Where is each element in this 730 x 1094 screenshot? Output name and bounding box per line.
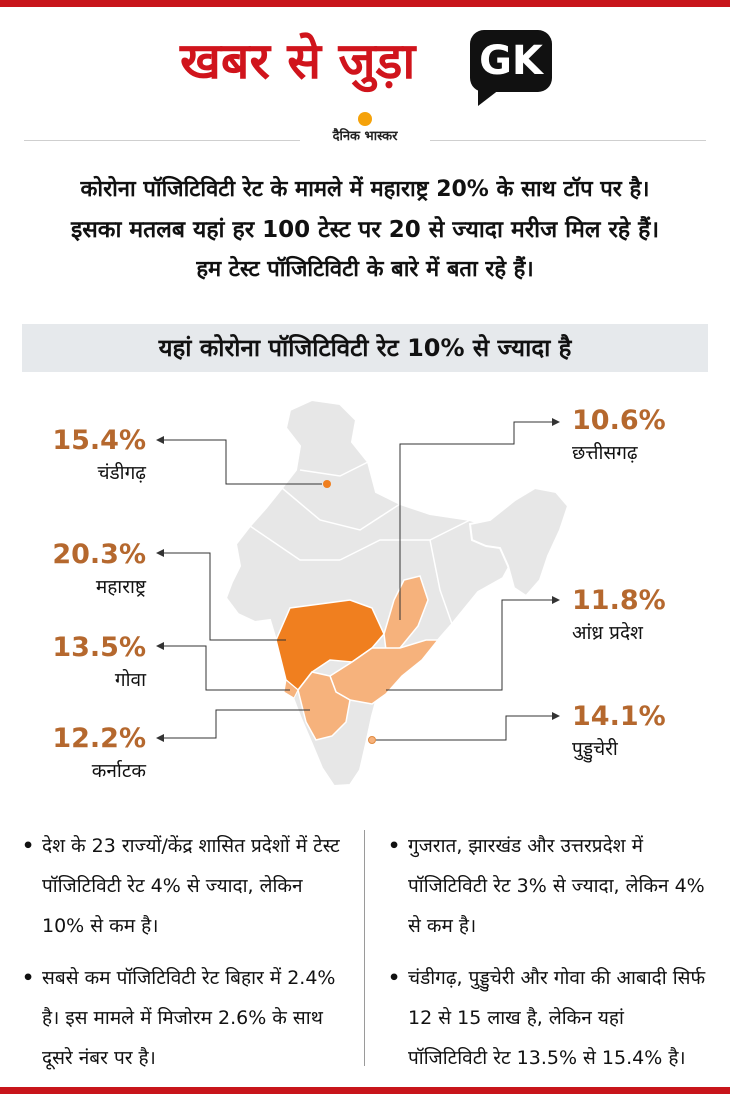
note-item: • चंडीगढ़, पुड्डुचेरी और गोवा की आबादी सि… <box>388 958 708 1078</box>
callout-label: पुड्डुचेरी <box>572 738 618 760</box>
callout-label: गोवा <box>114 669 146 691</box>
arrow-icon <box>552 596 560 604</box>
intro-text: कोरोना पॉजिटिविटी रेट के मामले में महारा… <box>20 170 710 290</box>
gk-badge: GK <box>470 30 552 92</box>
intro-line-3: हम टेस्ट पॉजिटिविटी के बारे में बता रहे … <box>196 257 534 282</box>
note-item: • गुजरात, झारखंड और उत्तरप्रदेश में पॉजिट… <box>388 826 708 946</box>
puducherry-marker <box>368 736 376 744</box>
goa-region <box>283 679 299 699</box>
header-title: खबर से जुड़ा <box>180 32 416 90</box>
callout-value: 14.1% <box>572 701 666 732</box>
callout-label: छत्तीसगढ़ <box>572 442 638 464</box>
logo-rule-left <box>24 140 300 141</box>
callout-value: 15.4% <box>52 425 146 456</box>
top-accent-bar <box>0 0 730 7</box>
intro-line-2: इसका मतलब यहां हर 100 टेस्ट पर 20 से ज्य… <box>70 217 660 243</box>
arrow-icon <box>156 734 164 742</box>
sun-logo-icon <box>358 112 372 126</box>
notes-left-column: • देश के 23 राज्यों/केंद्र शासित प्रदेशों… <box>22 826 342 1090</box>
callout-value: 13.5% <box>52 632 146 663</box>
bullet-icon: • <box>388 835 401 857</box>
note-text: सबसे कम पॉजिटिविटी रेट बिहार में 2.4% है… <box>42 967 336 1069</box>
callout-value: 12.2% <box>52 723 146 754</box>
leader-lines <box>160 421 556 741</box>
note-text: गुजरात, झारखंड और उत्तरप्रदेश में पॉजिटि… <box>408 835 705 937</box>
callout-chandigarh: 15.4% चंडीगढ़ <box>14 424 146 488</box>
callout-puducherry: 14.1% पुड्डुचेरी <box>572 700 712 764</box>
chandigarh-marker <box>323 480 331 488</box>
callout-andhra-pradesh: 11.8% आंध्र प्रदेश <box>572 584 712 648</box>
column-divider <box>364 830 365 1066</box>
callout-karnataka: 12.2% कर्नाटक <box>14 722 146 786</box>
callout-label: चंडीगढ़ <box>97 462 146 484</box>
callout-label: आंध्र प्रदेश <box>572 622 643 644</box>
bullet-icon: • <box>22 835 35 857</box>
bottom-accent-bar <box>0 1087 730 1094</box>
callout-label: कर्नाटक <box>91 760 146 782</box>
note-item: • देश के 23 राज्यों/केंद्र शासित प्रदेशों… <box>22 826 342 946</box>
callout-maharashtra: 20.3% महाराष्ट्र <box>14 538 146 602</box>
callout-value: 10.6% <box>572 405 666 436</box>
arrow-icon <box>552 712 560 720</box>
bullet-icon: • <box>22 967 35 989</box>
brand-logo: दैनिक भास्कर <box>332 129 398 144</box>
logo-rule-right <box>430 140 706 141</box>
callout-value: 11.8% <box>572 585 666 616</box>
arrow-icon <box>552 418 560 426</box>
callout-value: 20.3% <box>52 539 146 570</box>
callout-chhattisgarh: 10.6% छत्तीसगढ़ <box>572 404 712 468</box>
speech-bubble-tail-icon <box>478 86 504 106</box>
note-item: • सबसे कम पॉजिटिविटी रेट बिहार में 2.4% ह… <box>22 958 342 1078</box>
note-text: चंडीगढ़, पुड्डुचेरी और गोवा की आबादी सिर… <box>408 967 706 1069</box>
arrow-icon <box>156 642 164 650</box>
arrow-icon <box>156 436 164 444</box>
note-text: देश के 23 राज्यों/केंद्र शासित प्रदेशों … <box>42 835 340 937</box>
india-map <box>156 398 570 788</box>
intro-line-1: कोरोना पॉजिटिविटी रेट के मामले में महारा… <box>80 177 650 202</box>
arrow-icon <box>156 549 164 557</box>
notes-right-column: • गुजरात, झारखंड और उत्तरप्रदेश में पॉजिट… <box>388 826 708 1090</box>
karnataka-region <box>297 671 351 741</box>
callout-goa: 13.5% गोवा <box>14 631 146 695</box>
arrow-heads <box>156 418 560 742</box>
callout-label: महाराष्ट्र <box>95 576 146 598</box>
bullet-icon: • <box>388 967 401 989</box>
section-title: यहां कोरोना पॉजिटिविटी रेट 10% से ज्यादा… <box>22 324 708 372</box>
